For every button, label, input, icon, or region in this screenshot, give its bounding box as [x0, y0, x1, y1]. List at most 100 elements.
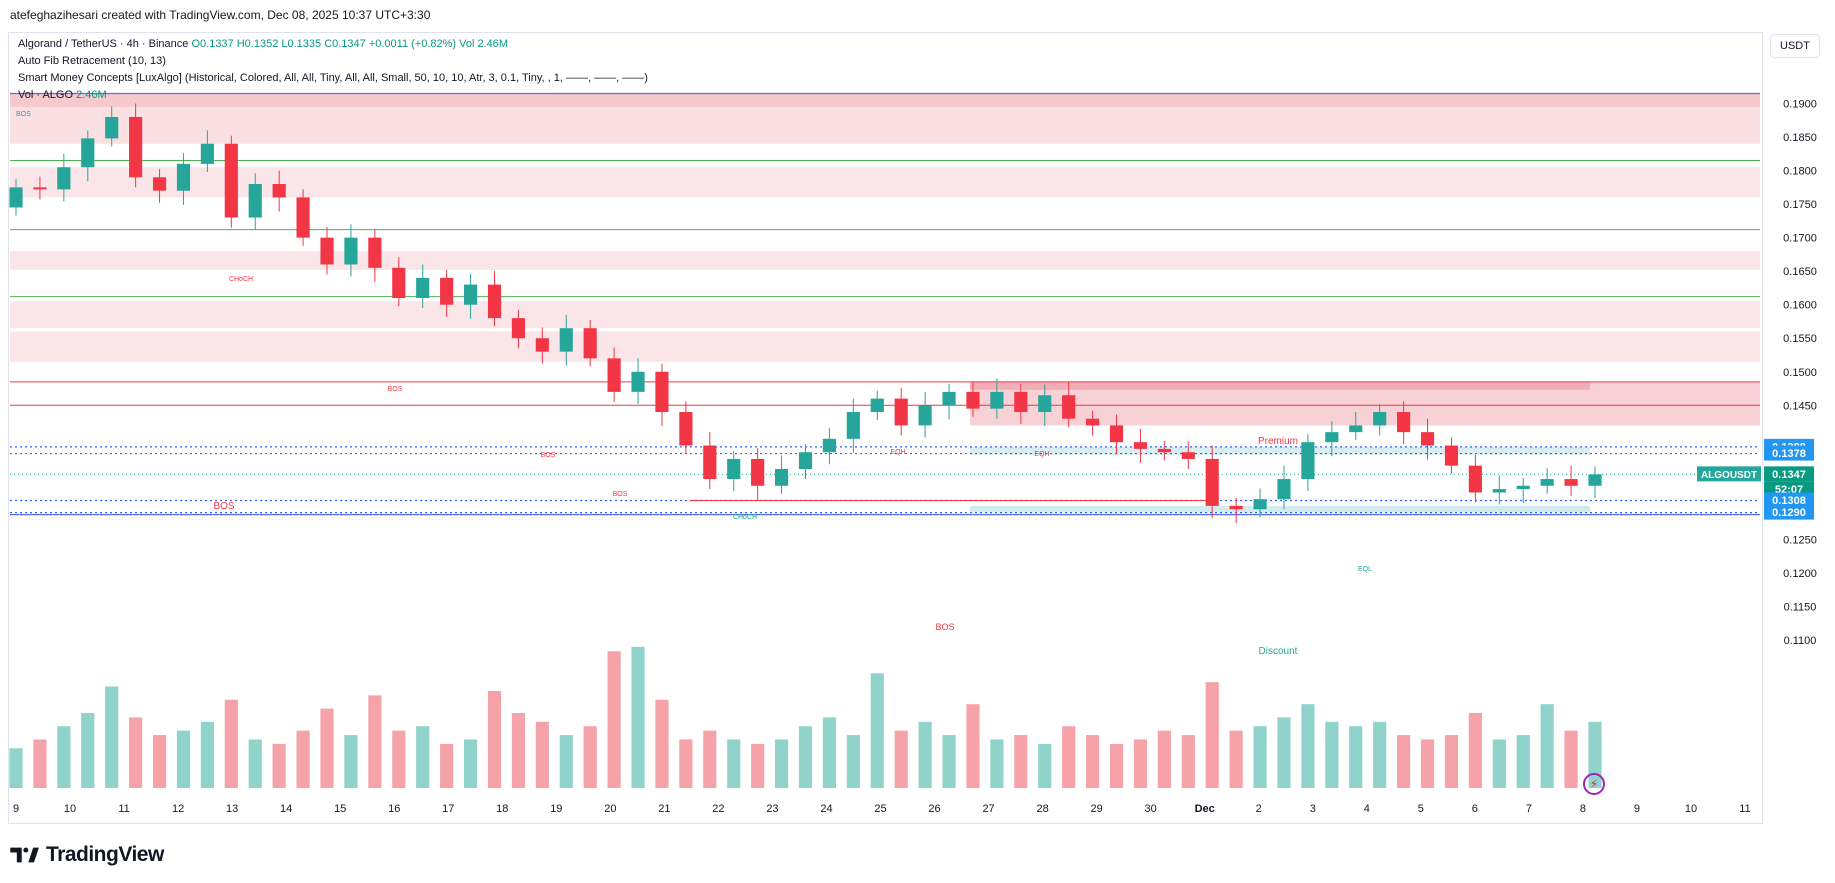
- time-tick-label: 11: [1739, 803, 1750, 815]
- bos-label: BOS: [613, 491, 628, 498]
- candle-body: [535, 338, 549, 352]
- volume-bar: [152, 735, 167, 788]
- candle-body: [320, 237, 334, 265]
- volume-bar: [918, 721, 932, 788]
- volume-bar: [9, 748, 23, 788]
- volume-bar: [607, 651, 621, 788]
- candle-body: [655, 371, 669, 412]
- volume-bar: [774, 739, 789, 788]
- candle-body: [607, 358, 621, 392]
- candle-body: [176, 163, 191, 191]
- choch-label: CHoCH: [229, 276, 253, 283]
- candle-body: [583, 328, 597, 359]
- time-tick-label: 21: [658, 803, 670, 815]
- volume-bar: [990, 739, 1004, 788]
- volume-bar: [248, 739, 262, 788]
- volume-bar: [368, 695, 382, 788]
- chart-legend: Algorand / TetherUS · 4h · Binance O0.13…: [18, 36, 648, 104]
- candle-body: [152, 177, 167, 191]
- volume-bar: [344, 735, 358, 788]
- price-tick-label: 0.1850: [1783, 132, 1817, 144]
- volume-bar: [1564, 730, 1578, 788]
- price-tick-label: 0.1150: [1784, 601, 1817, 613]
- time-tick-label: 3: [1310, 803, 1316, 815]
- volume-bar: [416, 726, 430, 788]
- volume-bar: [320, 708, 334, 788]
- time-tick-label: 27: [982, 803, 994, 815]
- top-bar: atefeghazihesari created with TradingVie…: [0, 0, 1835, 30]
- candle-body: [200, 143, 214, 164]
- candle-body: [224, 143, 238, 218]
- price-badge-label: 0.1378: [1772, 448, 1806, 460]
- order-block-zone: [10, 93, 1760, 107]
- volume-bar: [1157, 730, 1171, 788]
- volume-bar: [1492, 739, 1506, 788]
- candle-body: [344, 237, 358, 265]
- lightning-icon[interactable]: ⚡: [1583, 773, 1605, 795]
- candle-body: [1397, 412, 1411, 433]
- candle-body: [416, 277, 430, 298]
- price-tick-label: 0.1700: [1783, 233, 1817, 245]
- candle-body: [1564, 479, 1578, 486]
- candle-body: [129, 116, 143, 178]
- time-tick-label: 28: [1036, 803, 1048, 815]
- candle-body: [990, 391, 1004, 409]
- time-tick-label: 16: [388, 803, 400, 815]
- candle-body: [296, 197, 310, 238]
- volume-bar: [846, 735, 860, 788]
- price-tick-label: 0.1200: [1783, 568, 1817, 580]
- price-badge: [1764, 445, 1814, 461]
- price-tick-label: 0.1500: [1783, 367, 1817, 379]
- volume-bar: [1086, 735, 1100, 788]
- premium-band: [970, 381, 1590, 390]
- currency-button[interactable]: USDT: [1770, 34, 1820, 58]
- order-block-zone: [10, 251, 1760, 270]
- volume-bar: [392, 730, 406, 788]
- volume-bar: [798, 726, 813, 788]
- volume-bar: [57, 726, 71, 788]
- eqh-label: EQH: [890, 449, 905, 456]
- price-badge: [1764, 466, 1814, 482]
- volume-bar: [272, 743, 286, 788]
- volume-bar: [679, 739, 693, 788]
- time-tick-label: 11: [118, 803, 129, 815]
- candle-body: [1109, 425, 1124, 443]
- symbol-label[interactable]: Algorand / TetherUS · 4h · Binance: [18, 38, 189, 50]
- candle-body: [822, 438, 837, 453]
- volume-bar: [200, 721, 214, 788]
- volume-bar: [1038, 743, 1052, 788]
- candle-body: [105, 116, 119, 139]
- time-tick-label: 13: [226, 803, 238, 815]
- time-tick-label: 10: [64, 803, 76, 815]
- indicator-fib[interactable]: Auto Fib Retracement (10, 13): [18, 55, 166, 67]
- candle-body: [1133, 442, 1148, 449]
- tradingview-logo-icon: [10, 847, 39, 863]
- candle-body: [272, 184, 286, 198]
- order-block-zone: [10, 331, 1760, 362]
- volume-bar: [1349, 726, 1363, 788]
- volume-bar: [1325, 721, 1339, 788]
- candle-body: [1157, 448, 1171, 453]
- candle-body: [511, 318, 525, 339]
- order-block-zone: [10, 167, 1760, 198]
- volume-bar: [1588, 721, 1602, 788]
- time-tick-label: 18: [496, 803, 508, 815]
- premium-label: Premium: [1258, 436, 1298, 447]
- volume-bar: [1301, 704, 1315, 788]
- candle-body: [1253, 499, 1267, 510]
- time-tick-label: 2: [1256, 803, 1262, 815]
- indicator-vol[interactable]: Vol · ALGO: [18, 89, 74, 101]
- candle-body: [966, 391, 980, 409]
- price-tick-label: 0.1800: [1783, 166, 1817, 178]
- volume-bar: [942, 735, 956, 788]
- price-badge-label: 0.1308: [1772, 495, 1806, 507]
- indicator-smc[interactable]: Smart Money Concepts [LuxAlgo] (Historic…: [18, 72, 648, 84]
- candle-body: [392, 267, 406, 298]
- time-tick-label: 19: [550, 803, 562, 815]
- bos-label: BOS: [541, 452, 556, 459]
- time-tick-label: 12: [172, 803, 184, 815]
- volume-bar: [535, 721, 549, 788]
- volume-bar: [583, 726, 597, 788]
- time-tick-label: 24: [820, 803, 832, 815]
